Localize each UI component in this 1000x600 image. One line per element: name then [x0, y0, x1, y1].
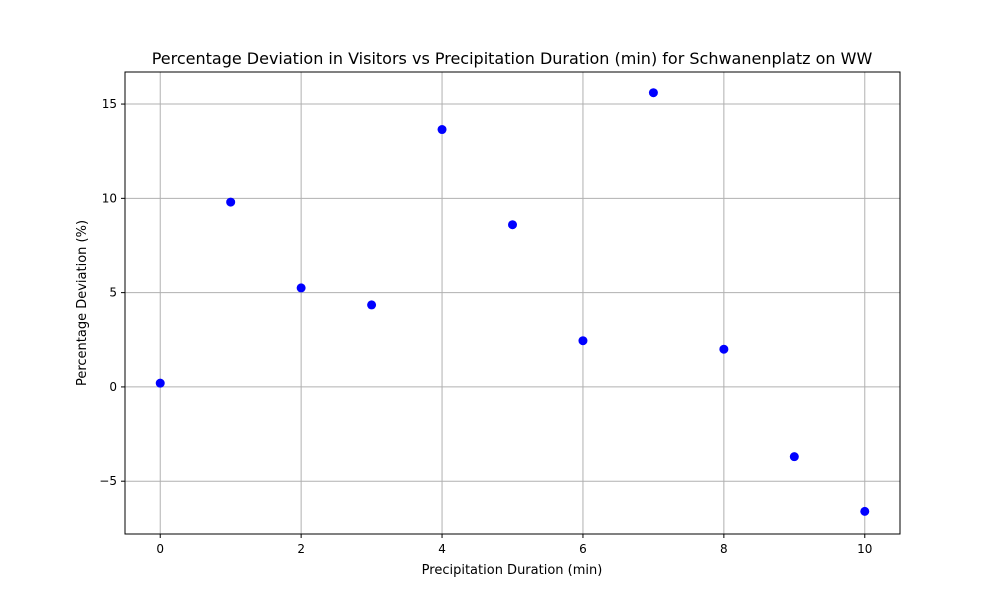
data-point [226, 197, 236, 207]
y-tick-label: 10 [102, 191, 117, 205]
y-tick-label: 5 [109, 286, 117, 300]
grid-lines [125, 72, 900, 534]
data-point [508, 220, 517, 230]
x-tick-label: 0 [156, 542, 164, 556]
y-axis-label: Percentage Deviation (%) [75, 220, 90, 386]
x-axis-ticks: 0 2 4 6 8 10 [156, 534, 872, 556]
x-tick-label: 8 [720, 542, 728, 556]
x-tick-label: 6 [579, 542, 587, 556]
data-point [296, 283, 306, 293]
data-point [789, 452, 799, 462]
data-point [155, 378, 165, 388]
data-point [648, 88, 658, 98]
y-tick-label: 15 [102, 97, 117, 111]
y-axis-ticks: −5 0 5 10 15 [99, 97, 125, 488]
x-tick-label: 4 [438, 542, 446, 556]
x-tick-label: 10 [857, 542, 872, 556]
x-axis-label: Precipitation Duration (min) [422, 563, 603, 578]
x-tick-label: 2 [297, 542, 305, 556]
data-points [155, 88, 870, 516]
data-point [860, 506, 870, 516]
data-point [367, 300, 377, 310]
data-point [719, 344, 729, 354]
y-tick-label: 0 [109, 380, 117, 394]
plot-area-frame [124, 71, 901, 535]
chart-title: Percentage Deviation in Visitors vs Prec… [152, 49, 873, 68]
data-point [578, 336, 588, 346]
y-tick-label: −5 [99, 474, 117, 488]
data-point [437, 125, 447, 135]
